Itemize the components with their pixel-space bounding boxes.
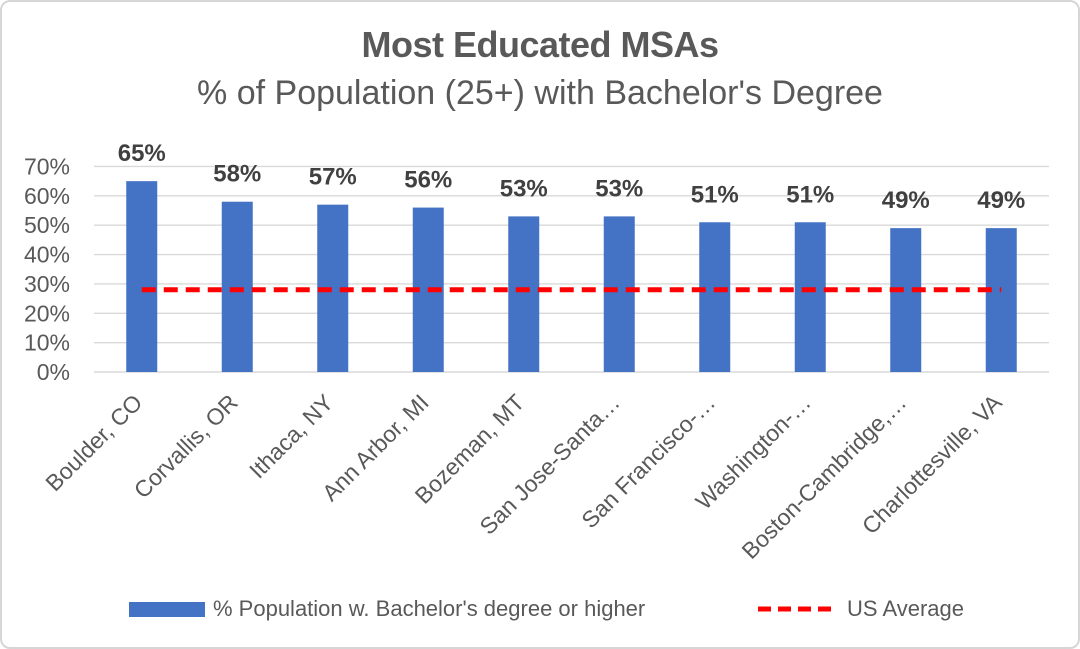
bar [794,222,826,372]
y-axis-tick-label: 50% [24,212,70,238]
bar-value-label: 65% [118,140,166,167]
bar [603,216,635,372]
legend-label-bachelors: % Population w. Bachelor's degree or hig… [213,596,646,621]
y-axis-tick-label: 40% [24,242,70,268]
x-axis-category-label: Ithaca, NY [244,389,338,483]
chart-title: Most Educated MSAs [361,24,719,65]
y-axis-tick-label: 10% [24,330,70,356]
y-axis-tick-label: 0% [37,359,70,385]
bar [985,228,1017,372]
bar-value-label: 49% [882,187,930,214]
bar [126,181,158,372]
bar-value-label: 51% [691,181,739,208]
y-axis-tick-label: 60% [24,183,70,209]
bar-value-label: 49% [977,187,1025,214]
x-axis-category-label: Boston-Cambridge,… [737,389,912,564]
legend-item-bachelors-series: % Population w. Bachelor's degree or hig… [129,594,645,624]
bar [221,201,253,372]
x-axis-category-label: Boulder, CO [40,389,147,496]
y-axis-tick-label: 30% [24,271,70,297]
bar [699,222,731,372]
bar-value-label: 58% [213,161,261,188]
bar-value-label: 53% [500,175,548,202]
bar-value-label: 51% [786,181,834,208]
bar [890,228,922,372]
bar-value-label: 57% [309,164,357,191]
legend-item-us-average: US Average [758,594,964,624]
legend-label-us-average: US Average [847,596,965,621]
bar-chart-plot-area: 0% 10% 20% 30% 40% 50% 60% 70% 65% 58% 57% 56% 53% 53… [24,140,1049,564]
dashed-line-swatch-icon [758,606,838,612]
y-axis-tick-label: 70% [24,153,70,179]
bar-value-label: 56% [404,167,452,194]
bar [508,216,540,372]
y-axis-tick-label: 20% [24,300,70,326]
bar-value-label: 53% [595,175,643,202]
bar-series-swatch-icon [129,601,205,617]
chart-subtitle: % of Population (25+) with Bachelor's De… [197,74,883,112]
